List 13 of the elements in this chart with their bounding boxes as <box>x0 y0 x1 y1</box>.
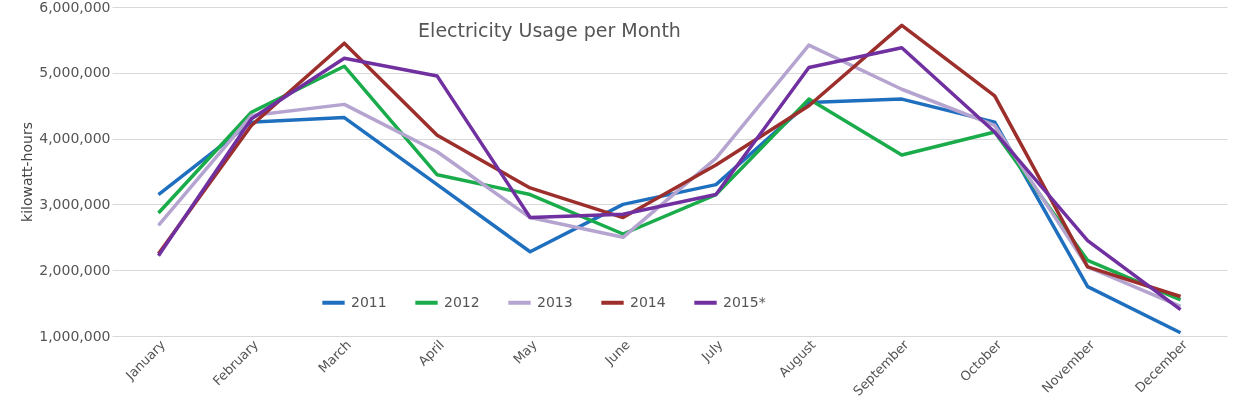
legend-label: 2013 <box>537 293 573 310</box>
y-tick-label: 3,000,000 <box>39 195 111 212</box>
y-tick-label: 1,000,000 <box>39 327 111 344</box>
y-axis-title: kilowatt-hours <box>19 122 36 222</box>
text: Electricity Usage per Month <box>418 19 681 41</box>
legend-label: 2012 <box>444 293 480 310</box>
y-tick-label: 6,000,000 <box>39 0 111 15</box>
y-tick-label: 2,000,000 <box>39 261 111 278</box>
y-tick-label: 4,000,000 <box>39 130 111 147</box>
legend-label: 2015* <box>723 293 766 310</box>
y-tick-label: 5,000,000 <box>39 64 111 81</box>
legend-label: 2011 <box>351 293 387 310</box>
legend-label: 2014 <box>630 293 666 310</box>
